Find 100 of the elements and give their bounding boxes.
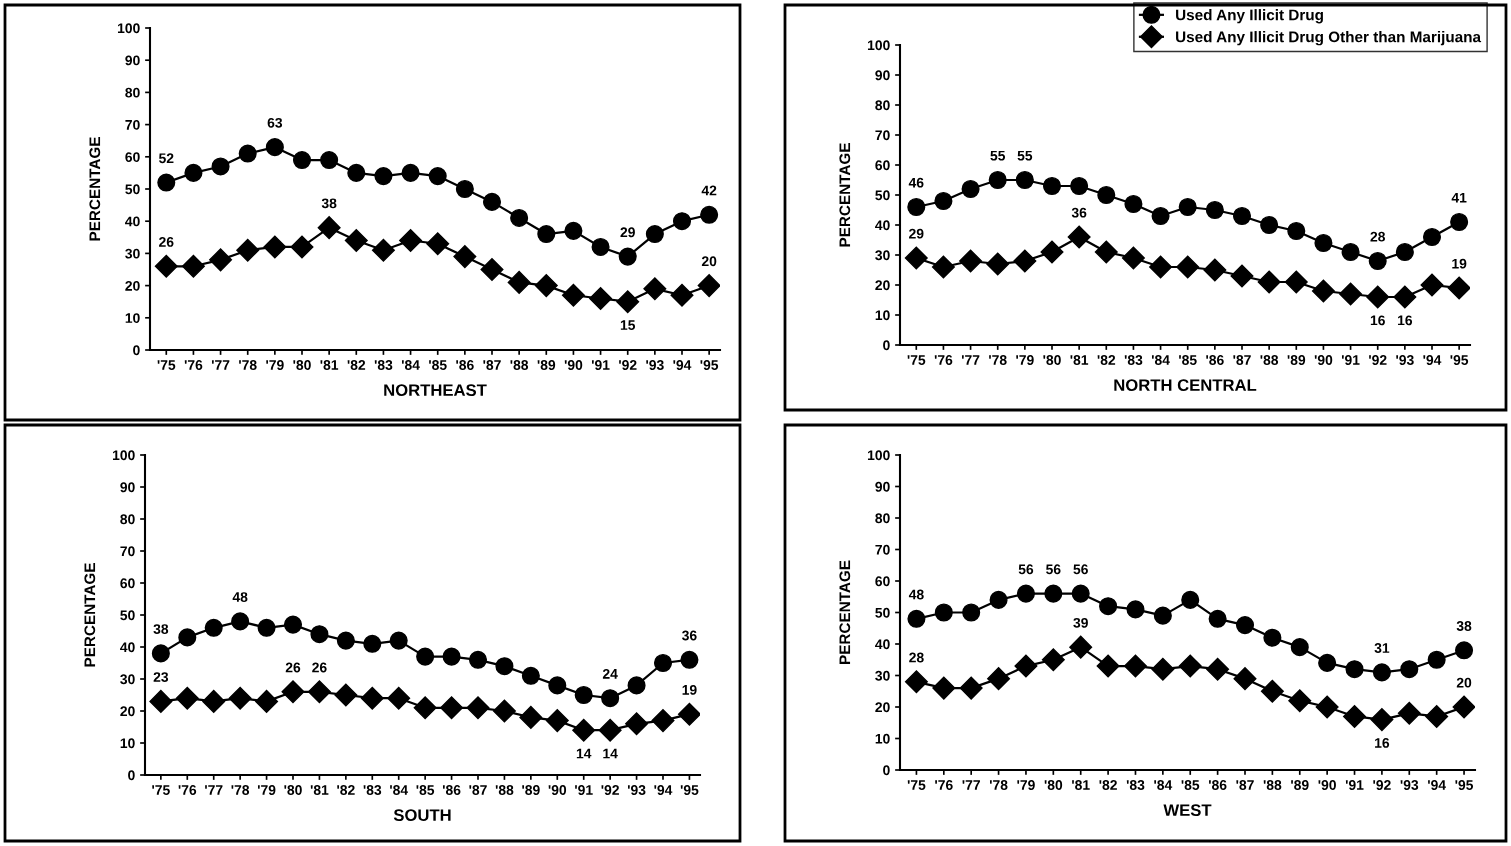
point bbox=[204, 618, 223, 637]
x-tick-label: '93 bbox=[1400, 780, 1419, 790]
y-tick-label: 10 bbox=[125, 313, 140, 323]
data-label: 23 bbox=[153, 672, 169, 683]
point bbox=[442, 647, 461, 666]
x-tick-label: '82 bbox=[347, 360, 366, 370]
point bbox=[670, 283, 694, 307]
y-tick-label: 70 bbox=[120, 546, 135, 557]
point bbox=[1393, 285, 1417, 309]
point bbox=[1420, 273, 1444, 297]
data-label: 28 bbox=[1370, 231, 1386, 242]
point bbox=[416, 647, 435, 666]
data-label: 28 bbox=[909, 652, 924, 663]
data-label: 16 bbox=[1398, 315, 1413, 326]
y-tick-label: 30 bbox=[875, 670, 890, 681]
point bbox=[904, 670, 928, 694]
point bbox=[959, 676, 983, 700]
point bbox=[907, 609, 926, 628]
y-tick-label: 60 bbox=[875, 576, 890, 587]
point bbox=[1042, 176, 1062, 196]
point bbox=[987, 667, 1011, 691]
point bbox=[466, 696, 490, 720]
y-tick-label: 40 bbox=[120, 642, 135, 653]
data-label: 26 bbox=[312, 662, 327, 673]
x-axis-title: NORTHEAST bbox=[384, 384, 487, 397]
point bbox=[643, 277, 667, 301]
y-tick-label: 50 bbox=[125, 184, 140, 195]
x-tick-label: '77 bbox=[961, 355, 980, 365]
data-label: 56 bbox=[1018, 564, 1034, 575]
data-label: 36 bbox=[682, 630, 697, 641]
point bbox=[1126, 600, 1145, 619]
point bbox=[1450, 212, 1469, 232]
y-tick-label: 20 bbox=[120, 706, 135, 717]
point bbox=[561, 283, 585, 307]
x-tick-label: '77 bbox=[962, 780, 980, 790]
point bbox=[1345, 660, 1364, 679]
point bbox=[1094, 240, 1118, 264]
point bbox=[455, 179, 474, 199]
data-label: 29 bbox=[620, 227, 635, 238]
x-tick-label: '88 bbox=[1260, 355, 1279, 365]
x-tick-label: '90 bbox=[1318, 780, 1336, 790]
data-label: 16 bbox=[1375, 738, 1390, 748]
x-tick-label: '93 bbox=[646, 360, 664, 370]
data-label: 26 bbox=[285, 662, 301, 673]
x-tick-label: '94 bbox=[1428, 780, 1446, 790]
x-tick-label: '85 bbox=[416, 785, 435, 795]
x-tick-label: '90 bbox=[564, 360, 583, 370]
data-label: 38 bbox=[321, 198, 337, 209]
point bbox=[1151, 657, 1175, 681]
data-label: 48 bbox=[908, 589, 924, 600]
point bbox=[178, 628, 197, 647]
data-label: 56 bbox=[1046, 564, 1061, 575]
point bbox=[426, 232, 450, 256]
point bbox=[371, 238, 395, 262]
point bbox=[317, 216, 341, 240]
point bbox=[1452, 695, 1475, 719]
point bbox=[545, 709, 569, 733]
data-label: 20 bbox=[1456, 677, 1472, 688]
x-tick-label: '95 bbox=[1455, 780, 1474, 790]
point bbox=[1070, 176, 1089, 196]
x-tick-label: '92 bbox=[601, 785, 619, 795]
point bbox=[1178, 654, 1202, 678]
point bbox=[374, 167, 393, 186]
point bbox=[616, 290, 640, 314]
y-tick-label: 80 bbox=[120, 514, 135, 525]
point bbox=[334, 683, 358, 707]
x-tick-label: '80 bbox=[1043, 355, 1061, 365]
x-tick-label: '81 bbox=[1072, 780, 1090, 790]
point bbox=[521, 666, 540, 685]
point bbox=[1099, 597, 1118, 616]
point bbox=[184, 163, 203, 182]
x-tick-label: '92 bbox=[619, 360, 637, 370]
point bbox=[238, 144, 257, 163]
point bbox=[507, 270, 531, 294]
x-tick-label: '87 bbox=[483, 360, 501, 370]
y-axis-title: PERCENTAGE bbox=[839, 143, 851, 247]
data-label: 20 bbox=[701, 256, 717, 267]
point bbox=[257, 618, 276, 637]
point bbox=[1016, 584, 1035, 603]
point bbox=[283, 615, 303, 634]
y-tick-label: 50 bbox=[875, 607, 890, 618]
x-tick-label: '85 bbox=[429, 360, 447, 370]
data-label: 24 bbox=[602, 668, 618, 679]
point bbox=[1290, 638, 1309, 657]
x-tick-label: '76 bbox=[935, 780, 953, 790]
y-tick-label: 10 bbox=[120, 738, 135, 749]
point bbox=[1235, 616, 1255, 635]
point bbox=[1015, 170, 1034, 190]
point bbox=[1372, 663, 1391, 682]
x-tick-label: '80 bbox=[293, 360, 311, 370]
x-tick-label: '81 bbox=[1070, 355, 1089, 365]
y-tick-label: 10 bbox=[875, 310, 890, 321]
x-tick-label: '95 bbox=[680, 785, 699, 795]
point bbox=[625, 712, 649, 736]
point bbox=[1205, 200, 1224, 220]
point bbox=[228, 686, 252, 710]
x-tick-label: '94 bbox=[1423, 355, 1442, 365]
point bbox=[1178, 197, 1197, 217]
point bbox=[1176, 255, 1200, 279]
point bbox=[1071, 584, 1090, 603]
